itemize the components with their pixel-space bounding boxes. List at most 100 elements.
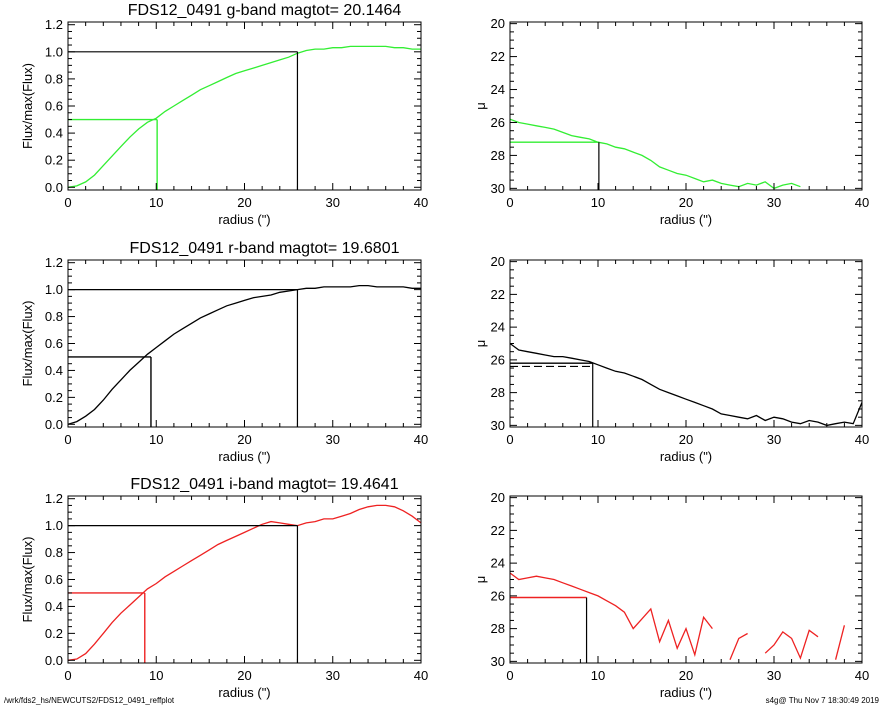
data-series xyxy=(510,342,862,427)
y-tick-label: 1.2 xyxy=(45,255,63,270)
y-tick-label: 0.8 xyxy=(45,309,63,324)
series-line xyxy=(834,625,846,660)
x-axis-label: radius (") xyxy=(218,212,270,227)
y-tick-label: 0.6 xyxy=(45,99,63,114)
y-tick-label: 30 xyxy=(491,654,505,669)
y-tick-label: 0.2 xyxy=(45,390,63,405)
chart-title: FDS12_0491 r-band magtot= 19.6801 xyxy=(130,240,400,257)
x-tick-label: 10 xyxy=(149,668,163,683)
x-tick-label: 0 xyxy=(64,432,71,447)
y-tick-label: 28 xyxy=(491,385,505,400)
x-tick-label: 10 xyxy=(591,432,605,447)
y-tick-label: 26 xyxy=(491,352,505,367)
x-axis-label: radius (") xyxy=(660,449,712,464)
plot-frame xyxy=(509,21,863,191)
chart-panel-3: 0 10 20 30 40 0.0 0.2 0.4 0.6 0.8 1.0 1.2 radius (")… xyxy=(20,240,428,464)
x-tick-label: 30 xyxy=(326,668,340,683)
x-tick-label: 0 xyxy=(64,195,71,210)
y-tick-label: 20 xyxy=(491,490,505,505)
y-tick-label: 0.0 xyxy=(45,180,63,195)
y-tick-label: 22 xyxy=(491,287,505,302)
y-tick-label: 20 xyxy=(491,16,505,31)
chart-panel-4: 0 10 20 30 40 20 22 24 26 28 30 radius (") μ xyxy=(473,254,869,464)
y-tick-label: 20 xyxy=(491,254,505,269)
y-tick-label: 0.6 xyxy=(45,572,63,587)
x-tick-label: 20 xyxy=(237,668,251,683)
y-tick-label: 24 xyxy=(491,320,505,335)
x-tick-label: 20 xyxy=(679,432,693,447)
y-tick-label: 28 xyxy=(491,148,505,163)
x-axis-label: radius (") xyxy=(218,449,270,464)
y-tick-label: 0.6 xyxy=(45,336,63,351)
chart-title: FDS12_0491 i-band magtot= 19.4641 xyxy=(130,476,398,493)
y-tick-label: 0.2 xyxy=(45,153,63,168)
y-axis-label: μ xyxy=(473,576,488,584)
x-tick-label: 20 xyxy=(237,195,251,210)
plot-frame xyxy=(67,21,422,191)
series-line xyxy=(510,342,862,427)
y-tick-label: 1.0 xyxy=(45,282,63,297)
x-tick-label: 10 xyxy=(149,195,163,210)
x-tick-label: 40 xyxy=(414,432,428,447)
data-series xyxy=(510,572,846,660)
x-tick-label: 40 xyxy=(855,432,869,447)
y-axis-label: μ xyxy=(473,340,488,348)
y-tick-label: 0.4 xyxy=(45,126,63,141)
x-axis-label: radius (") xyxy=(660,212,712,227)
series-line xyxy=(68,504,421,661)
x-tick-label: 30 xyxy=(326,195,340,210)
data-series xyxy=(68,45,421,188)
y-tick-label: 28 xyxy=(491,621,505,636)
chart-title: FDS12_0491 g-band magtot= 20.1464 xyxy=(128,2,402,19)
data-series xyxy=(510,118,801,190)
series-line xyxy=(68,45,421,188)
y-tick-label: 30 xyxy=(491,181,505,196)
y-tick-label: 0.2 xyxy=(45,626,63,641)
chart-panel-5: 0 10 20 30 40 0.0 0.2 0.4 0.6 0.8 1.0 1.2 radius (")… xyxy=(20,476,428,700)
footer-stamp: s4g@ Thu Nov 7 18:30:49 2019 xyxy=(765,696,879,705)
data-series xyxy=(68,284,421,425)
series-line xyxy=(68,284,421,425)
chart-panel-6: 0 10 20 30 40 20 22 24 26 28 30 radius (") μ xyxy=(473,490,869,700)
y-axis-label: Flux/max(Flux) xyxy=(20,537,35,623)
y-tick-label: 24 xyxy=(491,82,505,97)
series-line xyxy=(510,118,801,190)
x-tick-label: 30 xyxy=(767,668,781,683)
y-tick-label: 22 xyxy=(491,523,505,538)
y-axis-label: μ xyxy=(473,102,488,110)
data-series xyxy=(68,504,421,661)
y-tick-label: 1.2 xyxy=(45,17,63,32)
plot-frame xyxy=(509,495,863,664)
x-tick-label: 10 xyxy=(591,668,605,683)
y-tick-label: 1.2 xyxy=(45,491,63,506)
x-axis-label: radius (") xyxy=(218,685,270,700)
y-tick-label: 26 xyxy=(491,115,505,130)
x-tick-label: 10 xyxy=(591,195,605,210)
y-tick-label: 0.4 xyxy=(45,599,63,614)
y-axis-label: Flux/max(Flux) xyxy=(20,63,35,149)
plot-frame xyxy=(67,495,422,664)
x-tick-label: 0 xyxy=(64,668,71,683)
x-tick-label: 20 xyxy=(237,432,251,447)
x-tick-label: 0 xyxy=(506,195,513,210)
chart-panel-1: 0 10 20 30 40 0.0 0.2 0.4 0.6 0.8 1.0 1.2 radius (")… xyxy=(20,2,428,227)
plot-frame xyxy=(509,259,863,428)
y-tick-label: 0.8 xyxy=(45,545,63,560)
x-tick-label: 40 xyxy=(414,195,428,210)
y-tick-label: 0.0 xyxy=(45,653,63,668)
x-axis-label: radius (") xyxy=(660,685,712,700)
y-tick-label: 0.4 xyxy=(45,363,63,378)
x-tick-label: 0 xyxy=(506,432,513,447)
y-tick-label: 1.0 xyxy=(45,44,63,59)
x-tick-label: 20 xyxy=(679,668,693,683)
y-tick-label: 26 xyxy=(491,588,505,603)
y-axis-label: Flux/max(Flux) xyxy=(20,301,35,387)
footer-path: /wrk/fds2_hs/NEWCUTS2/FDS12_0491_reffplo… xyxy=(4,696,175,705)
y-tick-label: 22 xyxy=(491,49,505,64)
y-tick-label: 1.0 xyxy=(45,518,63,533)
series-line xyxy=(510,572,713,658)
x-tick-label: 10 xyxy=(149,432,163,447)
x-tick-label: 30 xyxy=(767,195,781,210)
x-tick-label: 0 xyxy=(506,668,513,683)
